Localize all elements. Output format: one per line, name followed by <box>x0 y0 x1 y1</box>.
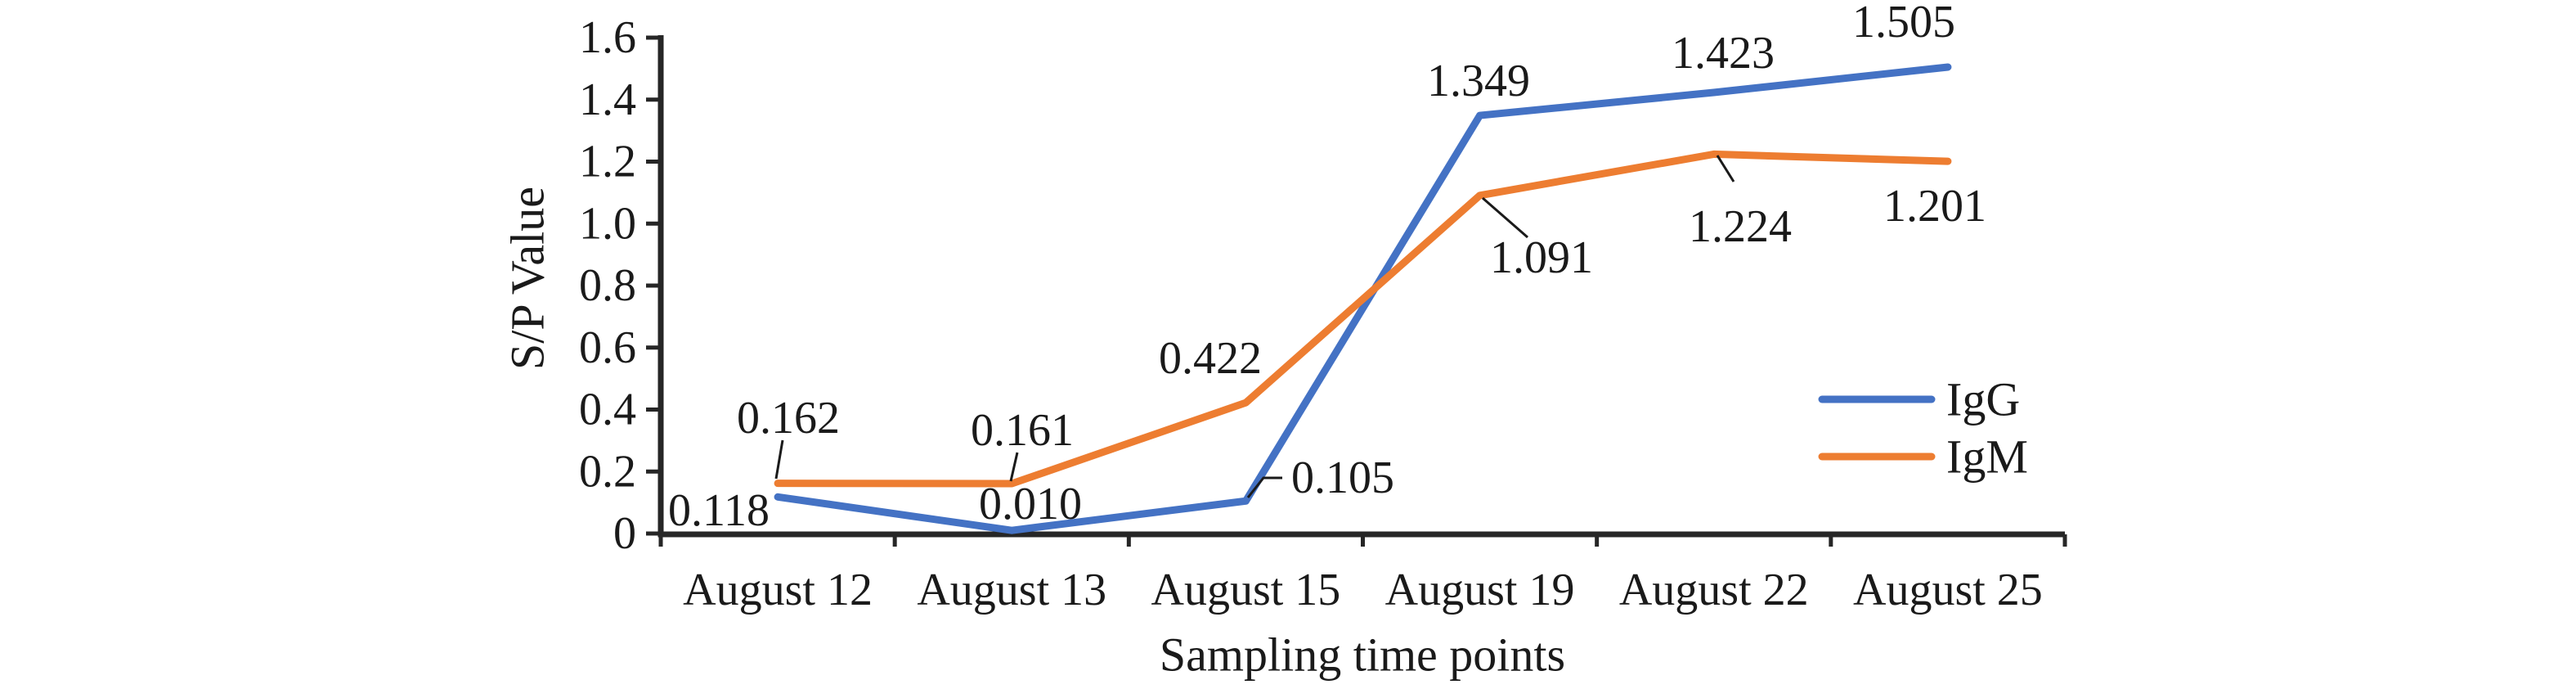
data-label-igg: 0.118 <box>668 485 770 536</box>
data-label-igm: 0.422 <box>1159 333 1262 384</box>
data-label-igm: 1.201 <box>1883 181 1986 232</box>
data-label-igg: 0.105 <box>1291 453 1394 503</box>
x-category-label: August 13 <box>917 565 1106 615</box>
x-category-label: August 15 <box>1151 565 1341 615</box>
data-label-igm: 1.091 <box>1490 232 1593 283</box>
x-axis-title: Sampling time points <box>1160 628 1565 682</box>
y-tick-label: 1.4 <box>579 74 636 125</box>
data-label-igm: 0.161 <box>971 405 1074 456</box>
data-label-igg: 1.505 <box>1852 0 1955 47</box>
x-category-label: August 19 <box>1385 565 1575 615</box>
data-label-igm: 1.224 <box>1689 201 1792 252</box>
x-category-label: August 12 <box>683 565 873 615</box>
x-category-label: August 22 <box>1619 565 1809 615</box>
series-line-igg <box>774 63 1952 534</box>
data-label-igg: 1.349 <box>1427 56 1530 106</box>
data-label-leader-igg <box>1246 476 1282 498</box>
y-tick-label: 1.0 <box>579 198 636 249</box>
data-label-leader-igm <box>1482 196 1528 239</box>
legend-label-igm: IgM <box>1946 430 2028 484</box>
y-tick-label: 0.2 <box>579 446 636 497</box>
y-tick-label: 1.6 <box>579 12 636 63</box>
y-axis-title: S/P Value <box>501 187 554 370</box>
data-label-leader-igm <box>774 439 784 480</box>
y-tick-label: 1.2 <box>579 137 636 187</box>
x-category-label: August 25 <box>1853 565 2043 615</box>
data-label-igm: 0.162 <box>737 393 840 444</box>
data-label-igg: 1.423 <box>1672 28 1775 79</box>
legend-label-igg: IgG <box>1946 373 2020 426</box>
data-label-leader-igm <box>1009 452 1019 482</box>
y-tick-label: 0.6 <box>579 322 636 373</box>
data-label-igg: 0.010 <box>979 479 1082 529</box>
series-line-igm <box>774 150 1952 488</box>
y-tick-label: 0 <box>613 508 636 559</box>
y-tick-label: 0.8 <box>579 260 636 311</box>
y-tick-label: 0.4 <box>579 385 636 435</box>
data-label-leader-igm <box>1716 155 1735 182</box>
